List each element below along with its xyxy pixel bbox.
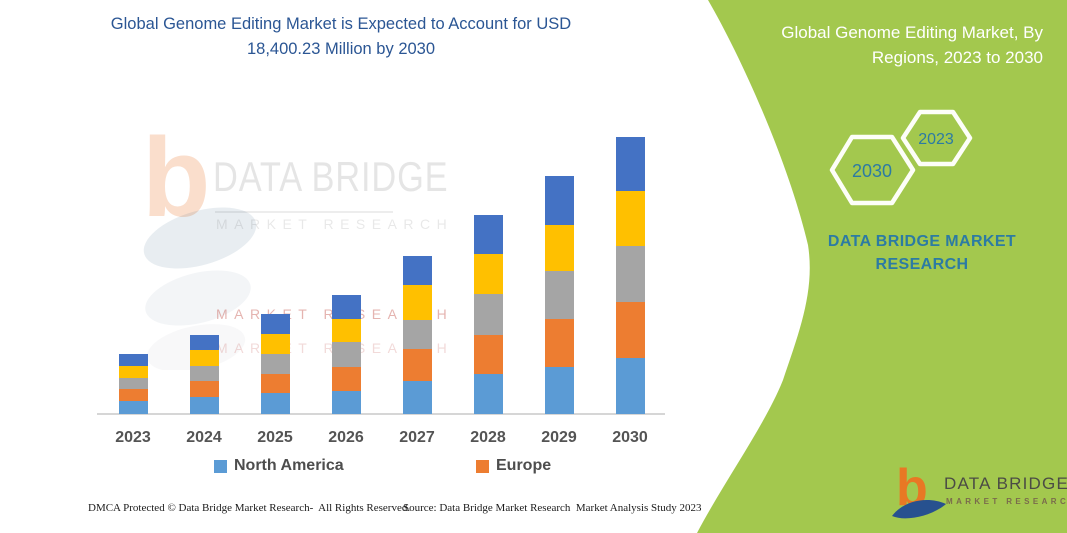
panel-brand-line1: DATA BRIDGE MARKET bbox=[827, 233, 1017, 250]
legend-label: North America bbox=[234, 457, 344, 474]
x-axis-label-2030: 2030 bbox=[612, 429, 648, 446]
bar-segment-2028-North America bbox=[473, 374, 503, 414]
bar-segment-2027-North America bbox=[402, 381, 432, 414]
bar-segment-2029-(unlabeled yellow) bbox=[544, 224, 574, 271]
bar-segment-2026-North America bbox=[331, 390, 361, 414]
bar-segment-2025-(unlabeled gray) bbox=[260, 353, 290, 374]
bar-segment-2028-(unlabeled yellow) bbox=[473, 253, 503, 294]
legend-item-North America: North America bbox=[214, 457, 344, 475]
panel-title-line2: Regions, 2023 to 2030 bbox=[871, 48, 1043, 67]
bar-segment-2026-(unlabeled yellow) bbox=[331, 319, 361, 343]
bar-segment-2024-(unlabeled gray) bbox=[189, 365, 219, 382]
bar-segment-2028-(unlabeled gray) bbox=[473, 293, 503, 335]
bar-segment-2030-(unlabeled dark blue) bbox=[615, 137, 645, 191]
bar-segment-2024-North America bbox=[189, 397, 219, 414]
legend-item-Europe: Europe bbox=[476, 457, 551, 475]
bar-segment-2028-Europe bbox=[473, 334, 503, 374]
green-panel-shape bbox=[697, 0, 1067, 533]
bar-segment-2027-(unlabeled dark blue) bbox=[402, 255, 432, 285]
panel-title: Global Genome Editing Market, By Regions… bbox=[713, 20, 1043, 70]
panel-title-line1: Global Genome Editing Market, By bbox=[781, 23, 1043, 42]
bar-segment-2025-(unlabeled yellow) bbox=[260, 333, 290, 354]
bar-segment-2023-(unlabeled gray) bbox=[118, 377, 148, 389]
chart-headline: Global Genome Editing Market is Expected… bbox=[56, 12, 626, 62]
legend-label: Europe bbox=[496, 457, 552, 474]
x-axis-label-2028: 2028 bbox=[470, 429, 506, 446]
bar-segment-2023-(unlabeled yellow) bbox=[118, 365, 148, 378]
bar-segment-2030-(unlabeled yellow) bbox=[615, 190, 645, 246]
hexagon-badges: 2030 2023 bbox=[829, 109, 973, 206]
x-axis-label-2027: 2027 bbox=[399, 429, 435, 446]
x-axis-label-2029: 2029 bbox=[541, 429, 577, 446]
bar-segment-2026-(unlabeled gray) bbox=[331, 342, 361, 368]
x-axis-label-2026: 2026 bbox=[328, 429, 364, 446]
bar-segment-2025-North America bbox=[260, 392, 290, 414]
bar-segment-2030-North America bbox=[615, 357, 645, 414]
bar-segment-2029-North America bbox=[544, 367, 574, 414]
legend-swatch-icon bbox=[476, 459, 489, 473]
bar-segment-2030-(unlabeled gray) bbox=[615, 245, 645, 302]
bar-segment-2029-(unlabeled gray) bbox=[544, 270, 574, 319]
x-axis-label-2025: 2025 bbox=[257, 429, 293, 446]
bar-segment-2024-(unlabeled dark blue) bbox=[189, 334, 219, 350]
company-logo: b DATA BRIDGE MARKET RESEARCH bbox=[890, 462, 1067, 524]
x-axis-label-2024: 2024 bbox=[186, 429, 222, 446]
bar-segment-2023-North America bbox=[118, 400, 148, 414]
footer-dmca-text: DMCA Protected © Data Bridge Market Rese… bbox=[88, 502, 411, 514]
bar-segment-2023-Europe bbox=[118, 388, 148, 401]
bar-segment-2025-(unlabeled dark blue) bbox=[260, 313, 290, 334]
bar-segment-2029-Europe bbox=[544, 318, 574, 367]
bar-segment-2029-(unlabeled dark blue) bbox=[544, 175, 574, 225]
bar-segment-2028-(unlabeled dark blue) bbox=[473, 214, 503, 254]
bar-segment-2025-Europe bbox=[260, 373, 290, 393]
bar-segment-2027-Europe bbox=[402, 348, 432, 381]
panel-brand-line2: RESEARCH bbox=[875, 256, 969, 273]
bar-segment-2026-(unlabeled dark blue) bbox=[331, 294, 361, 320]
bar-segment-2024-(unlabeled yellow) bbox=[189, 349, 219, 366]
bar-segment-2027-(unlabeled yellow) bbox=[402, 285, 432, 320]
legend-swatch-icon bbox=[214, 459, 227, 473]
logo-brand-text: DATA BRIDGE bbox=[944, 474, 1067, 493]
chart-headline-line1: Global Genome Editing Market is Expected… bbox=[110, 15, 572, 33]
bar-segment-2026-Europe bbox=[331, 367, 361, 391]
chart-headline-line2: 18,400.23 Million by 2030 bbox=[246, 40, 436, 58]
footer-source-text: Source: Data Bridge Market Research Mark… bbox=[403, 502, 702, 514]
panel-brand-text: DATA BRIDGE MARKET RESEARCH bbox=[792, 230, 1052, 276]
bar-segment-2024-Europe bbox=[189, 381, 219, 397]
hexagon-2023-icon bbox=[900, 109, 973, 167]
chart-legend: North America Europe bbox=[0, 457, 700, 479]
bar-segment-2030-Europe bbox=[615, 301, 645, 358]
x-axis-line bbox=[97, 413, 665, 415]
hexagon-2030-label: 2030 bbox=[852, 161, 892, 181]
hexagon-2030-icon bbox=[829, 134, 916, 206]
bar-segment-2023-(unlabeled dark blue) bbox=[118, 353, 148, 366]
logo-swoosh-icon bbox=[892, 500, 946, 519]
x-axis-label-2023: 2023 bbox=[115, 429, 151, 446]
logo-tagline-text: MARKET RESEARCH bbox=[946, 497, 1067, 506]
hexagon-2023-label: 2023 bbox=[918, 131, 954, 148]
bar-segment-2027-(unlabeled gray) bbox=[402, 320, 432, 349]
